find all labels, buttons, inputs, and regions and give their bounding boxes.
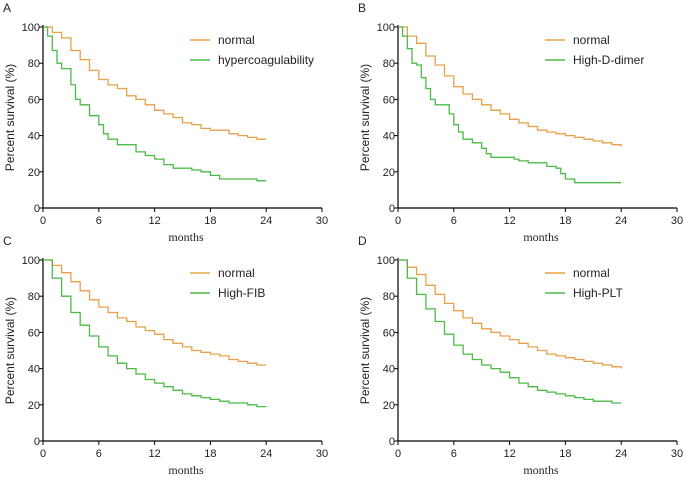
- series-line-1: [398, 259, 622, 404]
- x-tick-label: 18: [559, 215, 571, 227]
- legend-label: normal: [573, 33, 610, 47]
- y-tick-label: 40: [383, 364, 395, 376]
- x-tick-label: 18: [559, 448, 571, 460]
- y-tick-label: 80: [28, 58, 40, 70]
- y-axis-label: Percent survival (%): [3, 297, 17, 404]
- x-tick-label: 0: [40, 448, 46, 460]
- x-tick-label: 6: [96, 448, 102, 460]
- series-line-1: [43, 26, 267, 182]
- series-line-0: [43, 259, 267, 366]
- x-tick-label: 24: [615, 215, 627, 227]
- x-tick-label: 12: [148, 448, 160, 460]
- x-tick-label: 0: [395, 215, 401, 227]
- series-line-1: [398, 26, 622, 184]
- x-tick-label: 24: [260, 448, 272, 460]
- y-tick-label: 80: [28, 291, 40, 303]
- x-axis-label: months: [168, 463, 204, 477]
- y-tick-label: 20: [28, 167, 40, 179]
- x-tick-label: 6: [451, 215, 457, 227]
- legend-label: normal: [218, 266, 255, 280]
- y-tick-label: 0: [34, 203, 40, 215]
- x-tick-label: 6: [451, 448, 457, 460]
- y-tick-label: 0: [389, 203, 395, 215]
- y-tick-label: 40: [383, 131, 395, 143]
- series-line-0: [43, 26, 267, 140]
- x-tick-label: 30: [671, 215, 683, 227]
- y-tick-label: 40: [28, 364, 40, 376]
- y-tick-label: 0: [389, 436, 395, 448]
- y-tick-label: 60: [383, 327, 395, 339]
- x-tick-label: 30: [671, 448, 683, 460]
- y-tick-label: 80: [383, 291, 395, 303]
- y-tick-label: 0: [34, 436, 40, 448]
- chart-panel-d: D 0 20 40 60 80 100 0 6 12 18 24 30 months Percent sur…: [358, 234, 683, 477]
- x-axis-label: months: [523, 230, 559, 244]
- x-tick-label: 6: [96, 215, 102, 227]
- x-tick-label: 30: [316, 215, 328, 227]
- legend-label: normal: [573, 266, 610, 280]
- x-tick-label: 24: [260, 215, 272, 227]
- x-tick-label: 12: [503, 448, 515, 460]
- legend-label: normal: [218, 33, 255, 47]
- x-tick-label: 30: [316, 448, 328, 460]
- chart-panel-c: C 0 20 40 60 80 100 0 6 12 18 24 30 months Percent sur…: [3, 234, 328, 477]
- y-tick-label: 20: [383, 400, 395, 412]
- x-axis-label: months: [168, 230, 204, 244]
- series-line-0: [398, 26, 622, 147]
- y-tick-label: 100: [22, 22, 40, 34]
- panel-letter: C: [3, 234, 12, 248]
- y-axis-label: Percent survival (%): [358, 64, 372, 171]
- y-tick-label: 80: [383, 58, 395, 70]
- panel-letter: D: [358, 234, 367, 248]
- y-tick-label: 100: [22, 255, 40, 267]
- x-tick-label: 12: [503, 215, 515, 227]
- x-axis-label: months: [523, 463, 559, 477]
- x-tick-label: 24: [615, 448, 627, 460]
- x-tick-label: 0: [40, 215, 46, 227]
- y-tick-label: 40: [28, 131, 40, 143]
- x-tick-label: 18: [204, 448, 216, 460]
- y-tick-label: 60: [28, 327, 40, 339]
- y-tick-label: 60: [28, 94, 40, 106]
- x-tick-label: 18: [204, 215, 216, 227]
- y-tick-label: 60: [383, 94, 395, 106]
- chart-panel-b: B 0 20 40 60 80 100 0 6 12 18 24 30 months Percent sur…: [358, 1, 683, 244]
- y-axis-label: Percent survival (%): [358, 297, 372, 404]
- y-tick-label: 20: [28, 400, 40, 412]
- y-tick-label: 20: [383, 167, 395, 179]
- legend-label: hypercoagulability: [218, 53, 314, 67]
- series-line-0: [398, 259, 622, 369]
- legend-label: High-D-dimer: [573, 53, 644, 67]
- y-tick-label: 100: [377, 22, 395, 34]
- panel-letter: A: [3, 1, 11, 15]
- x-tick-label: 0: [395, 448, 401, 460]
- y-axis-label: Percent survival (%): [3, 64, 17, 171]
- x-tick-label: 12: [148, 215, 160, 227]
- panel-letter: B: [358, 1, 366, 15]
- legend-label: High-FIB: [218, 286, 265, 300]
- legend-label: High-PLT: [573, 286, 623, 300]
- y-tick-label: 100: [377, 255, 395, 267]
- series-line-1: [43, 259, 267, 408]
- chart-panel-a: A 0 20 40 60 80 100 0 6 12 18 24 30 months Percent sur…: [3, 1, 328, 244]
